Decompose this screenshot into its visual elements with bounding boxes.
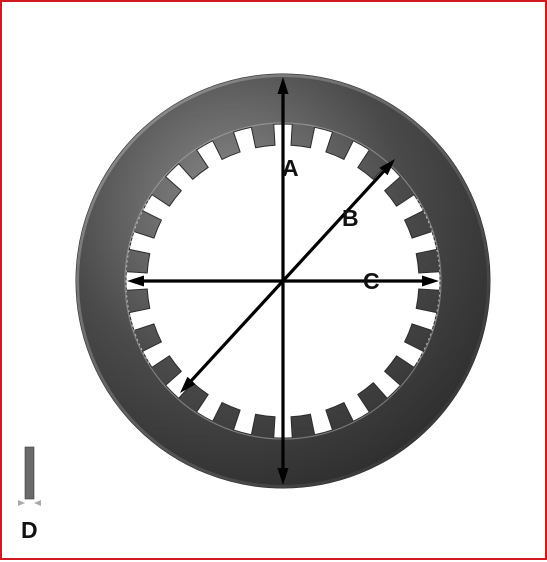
thickness-bar <box>25 447 34 499</box>
diagram-stage <box>2 2 545 558</box>
diagram-svg <box>2 2 547 562</box>
dimension-label-a: A <box>282 155 299 182</box>
diagram-frame: A B C D <box>0 0 547 560</box>
dimension-arrow-c-head <box>422 276 439 287</box>
dimension-label-b: B <box>342 205 359 232</box>
dimension-label-d: D <box>21 517 38 544</box>
thickness-arrow-left <box>18 500 25 506</box>
dimension-arrow-b <box>187 167 388 386</box>
dimension-arrow-c-head <box>127 276 144 287</box>
thickness-arrow-right <box>34 500 41 506</box>
dimension-label-c: C <box>363 268 380 295</box>
